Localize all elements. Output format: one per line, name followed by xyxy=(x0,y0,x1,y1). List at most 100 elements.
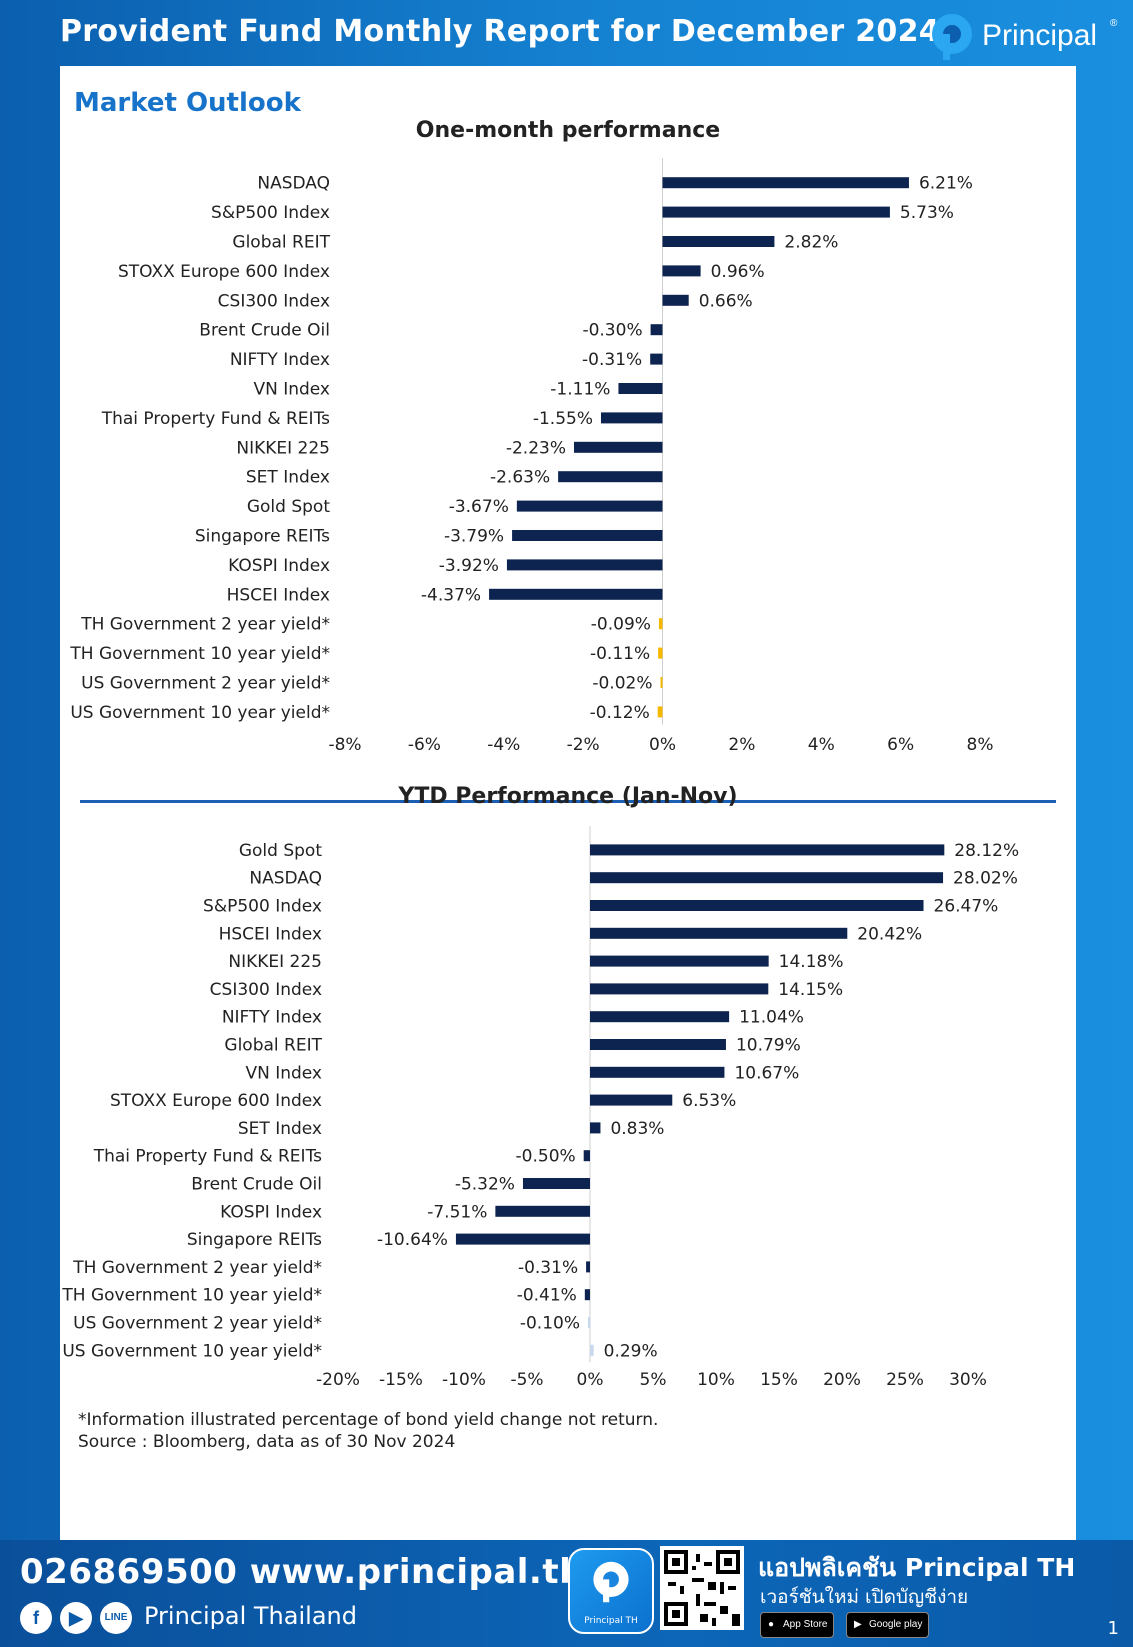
apple-icon: ● xyxy=(768,1619,775,1630)
footnote-bond-yield: *Information illustrated percentage of b… xyxy=(78,1410,659,1430)
google-play-badge[interactable]: ▶ Google play xyxy=(846,1612,930,1638)
bar xyxy=(590,983,769,995)
x-tick-label: -2% xyxy=(567,735,600,755)
category-label: Thai Property Fund & REITs xyxy=(101,409,330,429)
data-label: -1.11% xyxy=(550,380,610,400)
category-label: NIFTY Index xyxy=(222,1008,322,1028)
data-label: -2.23% xyxy=(506,438,566,458)
category-label: VN Index xyxy=(253,380,330,400)
data-label: -3.67% xyxy=(449,497,509,517)
bar xyxy=(522,1178,590,1189)
bar xyxy=(590,1011,730,1023)
data-label: -0.12% xyxy=(590,703,650,723)
data-label: -0.41% xyxy=(517,1286,577,1306)
footer: 026869500 www.principal.th f ▶ LINE Prin… xyxy=(0,1540,1133,1647)
data-label: 10.79% xyxy=(736,1036,801,1056)
app-logo-icon xyxy=(593,1561,629,1603)
bar xyxy=(583,1150,590,1162)
x-tick-label: 10% xyxy=(697,1370,735,1390)
qr-code[interactable] xyxy=(660,1546,744,1630)
data-label: -7.51% xyxy=(427,1202,487,1222)
category-label: Global REIT xyxy=(232,233,330,253)
category-label: SET Index xyxy=(246,468,330,488)
data-label: -0.30% xyxy=(582,321,642,341)
bar xyxy=(590,844,945,856)
category-label: STOXX Europe 600 Index xyxy=(110,1091,322,1111)
category-label: Gold Spot xyxy=(239,841,322,861)
category-label: STOXX Europe 600 Index xyxy=(118,262,330,282)
x-tick-label: -6% xyxy=(408,735,441,755)
bar xyxy=(662,294,689,306)
x-tick-label: -8% xyxy=(328,735,361,755)
x-tick-label: 15% xyxy=(760,1370,798,1390)
chart-title-one-month: One-month performance xyxy=(415,118,721,143)
category-label: Brent Crude Oil xyxy=(191,1175,322,1195)
x-tick-label: -20% xyxy=(316,1370,360,1390)
category-label: NIKKEI 225 xyxy=(236,438,330,458)
brand-registered-mark: ® xyxy=(1110,18,1118,29)
category-label: NASDAQ xyxy=(257,174,330,194)
app-store-label: App Store xyxy=(783,1619,828,1630)
social-account-name: Principal Thailand xyxy=(144,1602,357,1630)
category-label: US Government 10 year yield* xyxy=(62,1341,322,1361)
bar xyxy=(660,677,663,688)
footnote-source: Source : Bloomberg, data as of 30 Nov 20… xyxy=(78,1432,456,1452)
app-store-badge[interactable]: ● App Store xyxy=(760,1612,835,1638)
bar xyxy=(618,383,663,394)
line-icon[interactable]: LINE xyxy=(100,1602,132,1634)
contact-phone-url[interactable]: 026869500 www.principal.th xyxy=(20,1552,584,1592)
bar xyxy=(590,927,848,939)
report-panel: Market Outlook One-month performance NAS… xyxy=(60,66,1076,1540)
bar xyxy=(584,1289,590,1301)
bar xyxy=(650,324,663,336)
data-label: 6.21% xyxy=(919,174,973,194)
category-label: US Government 10 year yield* xyxy=(70,703,330,723)
category-label: S&P500 Index xyxy=(211,203,330,223)
x-tick-label: 0% xyxy=(577,1370,604,1390)
data-label: -10.64% xyxy=(377,1230,448,1250)
principal-logo-icon xyxy=(932,14,972,60)
data-label: -0.31% xyxy=(518,1258,578,1278)
app-icon-label: Principal TH xyxy=(584,1616,638,1626)
bar xyxy=(650,353,663,365)
category-label: TH Government 10 year yield* xyxy=(61,1286,322,1306)
data-label: -3.79% xyxy=(444,527,504,547)
bar xyxy=(662,206,890,218)
category-label: TH Government 2 year yield* xyxy=(72,1258,322,1278)
x-tick-label: 30% xyxy=(949,1370,987,1390)
bar xyxy=(590,1094,673,1106)
data-label: 10.67% xyxy=(734,1063,799,1083)
data-label: -0.02% xyxy=(592,674,652,694)
data-label: 0.96% xyxy=(711,262,765,282)
brand-name: Principal xyxy=(982,19,1098,52)
x-tick-label: 20% xyxy=(823,1370,861,1390)
bar xyxy=(512,530,663,541)
bar xyxy=(573,441,663,453)
ytd-performance-chart: Gold Spot 28.12% NASDAQ 28.02% S&P500 Index 2… xyxy=(61,826,1019,1390)
bar xyxy=(658,647,663,659)
data-label: 20.42% xyxy=(857,924,922,944)
bar xyxy=(558,471,663,483)
category-label: VN Index xyxy=(245,1063,322,1083)
x-tick-label: -10% xyxy=(442,1370,486,1390)
principal-logo: Principal ® xyxy=(930,10,1130,66)
report-title: Provident Fund Monthly Report for Decemb… xyxy=(60,14,940,49)
bar xyxy=(455,1233,590,1245)
category-label: Global REIT xyxy=(224,1036,322,1056)
category-label: CSI300 Index xyxy=(218,291,330,311)
youtube-icon[interactable]: ▶ xyxy=(60,1602,92,1634)
bar xyxy=(658,618,663,630)
bar xyxy=(586,1261,590,1273)
bar xyxy=(588,1317,590,1328)
x-tick-label: -5% xyxy=(510,1370,543,1390)
google-play-label: Google play xyxy=(869,1619,923,1630)
x-tick-label: 4% xyxy=(808,735,835,755)
principal-app-icon[interactable]: Principal TH xyxy=(568,1548,654,1634)
data-label: -2.63% xyxy=(490,468,550,488)
data-label: -3.92% xyxy=(439,556,499,576)
data-label: -0.50% xyxy=(516,1147,576,1167)
bar xyxy=(590,1122,601,1134)
facebook-icon[interactable]: f xyxy=(20,1602,52,1634)
bar xyxy=(590,1066,725,1078)
data-label: 0.66% xyxy=(699,291,753,311)
